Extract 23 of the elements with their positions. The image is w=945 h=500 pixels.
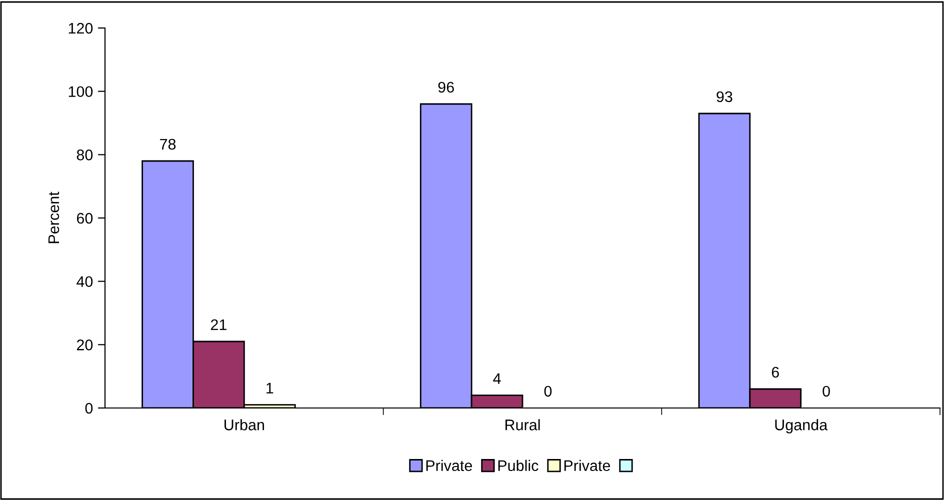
data-label: 6 [772, 366, 779, 378]
y-tick-label: 80 [76, 150, 93, 160]
x-tick-label: Uganda [775, 419, 828, 434]
data-label: 93 [716, 91, 732, 102]
y-tick-label: 120 [68, 22, 93, 34]
x-tick-label: Urban [224, 419, 264, 430]
x-tick-label: Rural [506, 419, 540, 430]
data-label: 4 [493, 373, 501, 384]
legend-label: Private [564, 460, 610, 472]
y-tick-label: 20 [76, 340, 93, 350]
data-label: 0 [822, 386, 830, 397]
data-label: 96 [438, 82, 454, 93]
y-tick-label: 40 [76, 276, 93, 288]
data-label: 0 [544, 386, 552, 397]
y-tick-label: 0 [85, 402, 93, 414]
legend-label: Public [498, 460, 538, 472]
y-tick-label: 100 [68, 86, 93, 98]
data-label: 1 [266, 382, 274, 394]
legend-label: Private [426, 460, 472, 472]
y-axis-title: Percent [48, 192, 60, 244]
data-label: 78 [160, 138, 176, 150]
data-label: 21 [210, 319, 226, 330]
y-tick-label: 60 [76, 212, 93, 224]
